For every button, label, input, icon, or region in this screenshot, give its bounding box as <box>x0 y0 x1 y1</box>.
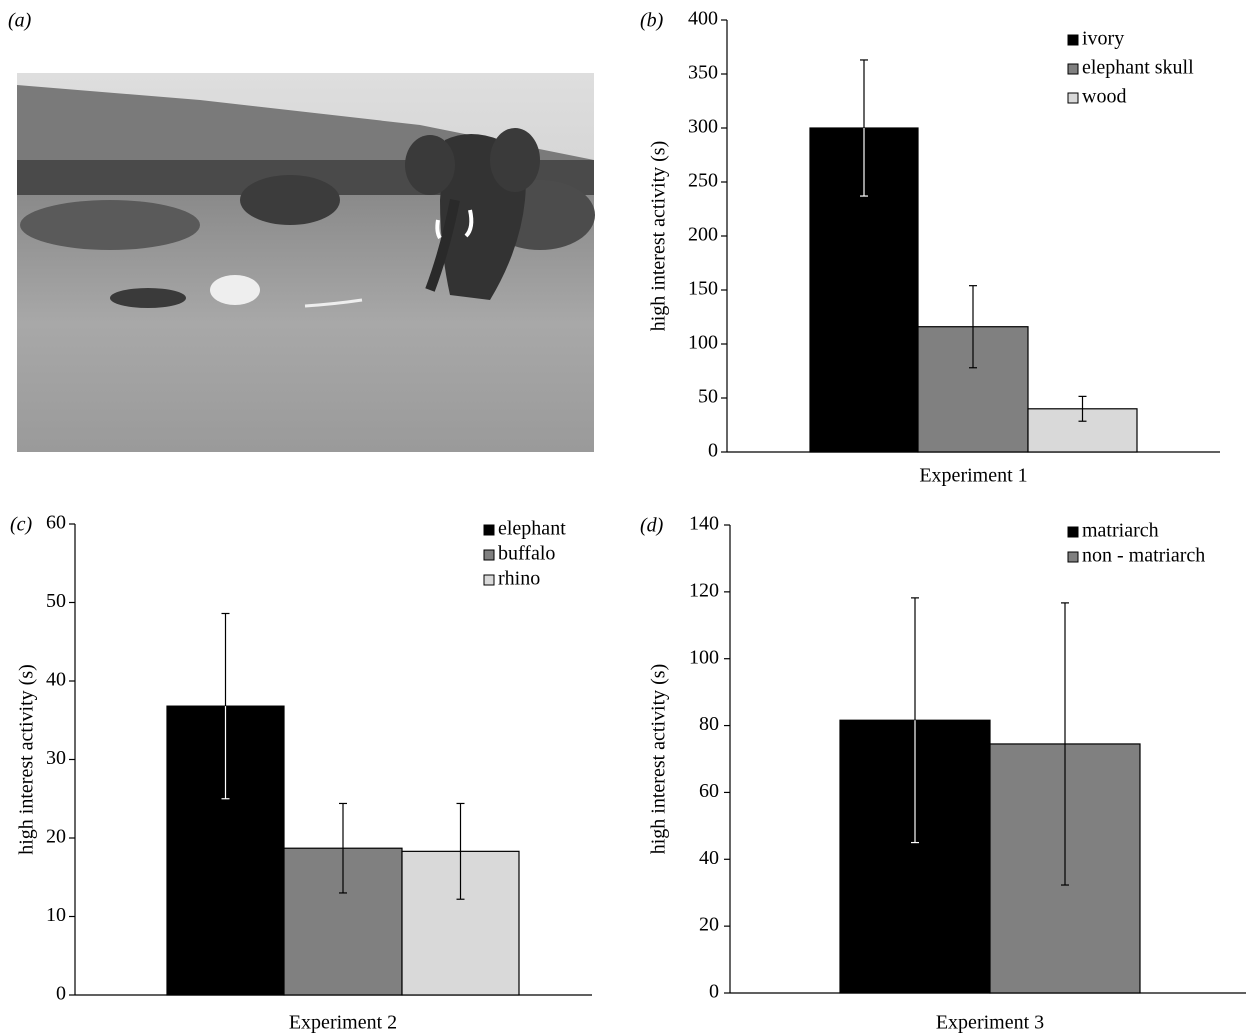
y-tick-label: 140 <box>689 513 719 535</box>
y-axis-label: high interest activity (s) <box>16 664 38 855</box>
legend-label: elephant skull <box>1082 57 1194 79</box>
legend-swatch <box>1068 527 1078 537</box>
y-tick-label: 300 <box>688 116 718 138</box>
legend-label: matriarch <box>1082 520 1159 542</box>
y-tick-label: 200 <box>688 224 718 246</box>
y-tick-label: 40 <box>46 669 66 691</box>
legend-label: buffalo <box>498 543 555 565</box>
y-tick-label: 0 <box>708 440 718 462</box>
legend-swatch <box>484 575 494 585</box>
y-tick-label: 20 <box>699 914 719 936</box>
y-tick-label: 20 <box>46 826 66 848</box>
y-tick-label: 0 <box>709 981 719 1003</box>
legend-label: wood <box>1082 86 1126 108</box>
y-tick-label: 250 <box>688 170 718 192</box>
panel-label: (b) <box>640 10 664 32</box>
legend-swatch <box>484 550 494 560</box>
y-tick-label: 80 <box>699 713 719 735</box>
y-tick-label: 100 <box>689 646 719 668</box>
y-tick-label: 50 <box>698 386 718 408</box>
legend-swatch <box>484 525 494 535</box>
x-category-label: Experiment 3 <box>936 1012 1044 1034</box>
legend-swatch <box>1068 64 1078 74</box>
y-axis-label: high interest activity (s) <box>648 141 670 332</box>
y-tick-label: 40 <box>699 847 719 869</box>
y-tick-label: 120 <box>689 579 719 601</box>
legend-label: non - matriarch <box>1082 545 1205 567</box>
y-axis-label: high interest activity (s) <box>648 664 670 855</box>
x-category-label: Experiment 2 <box>289 1012 397 1034</box>
panel-label: (c) <box>10 514 33 536</box>
y-tick-label: 400 <box>688 8 718 30</box>
y-tick-label: 60 <box>46 512 66 534</box>
y-tick-label: 150 <box>688 278 718 300</box>
legend-label: elephant <box>498 518 566 540</box>
panel-label: (a) <box>8 10 32 32</box>
legend-label: ivory <box>1082 28 1124 50</box>
figure: (a) (b)050100150200250300350400high inte… <box>0 0 1247 1034</box>
photo <box>17 73 595 452</box>
legend-swatch <box>1068 93 1078 103</box>
y-tick-label: 0 <box>56 983 66 1005</box>
x-category-label: Experiment 1 <box>919 465 1027 487</box>
legend-swatch <box>1068 35 1078 45</box>
y-tick-label: 10 <box>46 904 66 926</box>
y-tick-label: 100 <box>688 332 718 354</box>
y-tick-label: 350 <box>688 62 718 84</box>
panel-label: (d) <box>640 515 664 537</box>
y-tick-label: 30 <box>46 747 66 769</box>
legend-swatch <box>1068 552 1078 562</box>
y-tick-label: 50 <box>46 590 66 612</box>
y-tick-label: 60 <box>699 780 719 802</box>
legend-label: rhino <box>498 568 540 590</box>
